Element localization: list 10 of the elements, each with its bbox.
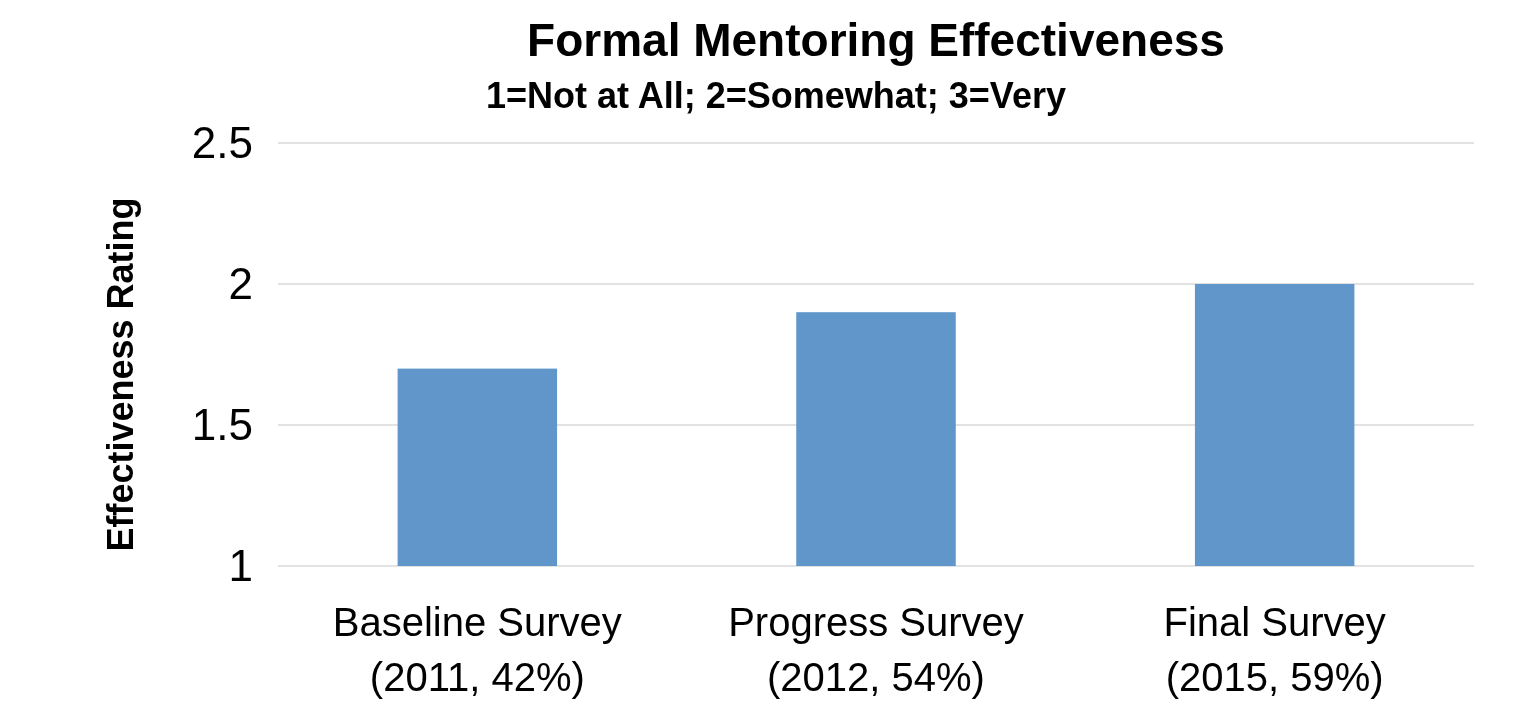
chart-title: Formal Mentoring Effectiveness bbox=[527, 14, 1225, 66]
x-tick-label: Progress Survey (2012, 54%) bbox=[728, 600, 1024, 699]
chart-subtitle: 1=Not at All; 2=Somewhat; 3=Very bbox=[486, 75, 1066, 116]
y-tick-label: 1 bbox=[228, 541, 253, 591]
y-tick-label: 1.5 bbox=[191, 400, 253, 450]
y-tick-label: 2 bbox=[228, 259, 253, 309]
y-tick-label: 2.5 bbox=[191, 118, 253, 168]
y-axis-title: Effectiveness Rating bbox=[100, 197, 141, 552]
x-tick-label: Final Survey (2015, 59%) bbox=[1163, 600, 1386, 699]
x-tick-label: Baseline Survey (2011, 42%) bbox=[332, 600, 622, 699]
